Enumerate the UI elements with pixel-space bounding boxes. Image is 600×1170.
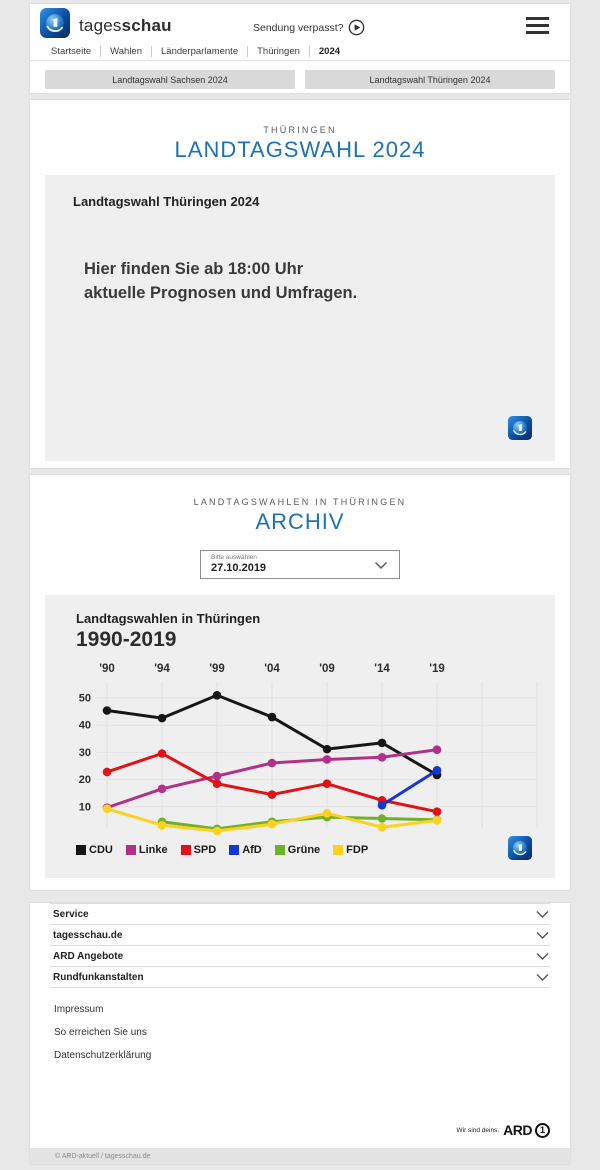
legend-item-grne: Grüne [274, 844, 320, 856]
archiv-title: ARCHIV [255, 509, 345, 534]
chart-subtitle: 1990-2019 [76, 628, 177, 651]
legend-swatch-icon [333, 845, 344, 855]
brand-wordmark[interactable]: tagesschau [79, 15, 172, 35]
legend-item-spd: SPD [180, 844, 216, 856]
play-icon[interactable] [348, 19, 365, 36]
tagesschau-watermark-icon [508, 416, 532, 445]
accordion-label: ARD Angebote [53, 950, 124, 962]
menu-icon[interactable] [526, 17, 549, 38]
breadcrumb-item-länderparlamente[interactable]: Länderparlamente [152, 45, 249, 57]
breadcrumb: Startseite Wahlen Länderparlamente Thüringe… [30, 42, 570, 61]
chevron-down-icon [536, 973, 549, 981]
ard-logo: Wir sind deins. ARD 1 [457, 1122, 550, 1138]
footer-link-impressum[interactable]: Impressum [54, 1004, 104, 1015]
accordion-label: tagesschau.de [53, 929, 123, 941]
copyright-text: © ARD-aktuell / tagesschau.de [55, 1152, 151, 1160]
date-select-value: 27.10.2019 [211, 562, 267, 574]
breadcrumb-item-thüringen[interactable]: Thüringen [248, 45, 310, 57]
archiv-kicker: LANDTAGSWAHLEN IN THÜRINGEN [193, 497, 407, 507]
svg-text:30: 30 [79, 747, 91, 759]
tagesschau-watermark-icon [508, 836, 532, 865]
legend-item-cdu: CDU [76, 844, 113, 856]
legend-swatch-icon [274, 845, 285, 855]
wahl-title: LANDTAGSWAHL 2024 [174, 137, 426, 162]
svg-text:10: 10 [79, 801, 91, 813]
footer-link-datenschutzerklärung[interactable]: Datenschutzerklärung [54, 1050, 152, 1061]
wahl-2024-section: THÜRINGEN LANDTAGSWAHL 2024 Landtagswahl… [30, 100, 570, 468]
svg-text:'14: '14 [374, 663, 390, 675]
brand-row: tagesschau Sendung verpasst? [30, 4, 570, 42]
chevron-down-icon [536, 931, 549, 939]
footer-accordion-service[interactable]: Service [50, 904, 550, 925]
chevron-down-icon [536, 952, 549, 960]
chevron-down-icon [375, 562, 387, 569]
footer-accordion-tagesschau-de[interactable]: tagesschau.de [50, 925, 550, 946]
chart-legend: CDU Linke SPD AfD Grüne FDP [76, 844, 541, 856]
legend-item-linke: Linke [125, 844, 168, 856]
chart-title: Landtagswahlen in Thüringen [76, 611, 261, 626]
wahl-kicker: THÜRINGEN [263, 125, 337, 135]
chevron-down-icon [536, 910, 549, 918]
footer: Service tagesschau.de ARD Angebote Rundfunk… [30, 903, 570, 1164]
legend-swatch-icon [125, 845, 136, 855]
election-button-thueringen[interactable]: Landtagswahl Thüringen 2024 [305, 70, 555, 89]
svg-text:50: 50 [79, 693, 91, 705]
ard-wordmark: ARD [503, 1122, 532, 1138]
breadcrumb-item-wahlen[interactable]: Wahlen [101, 45, 152, 57]
sendung-verpasst-link[interactable]: Sendung verpasst? [253, 19, 365, 36]
accordion-label: Rundfunkanstalten [53, 971, 144, 983]
accordion-label: Service [53, 908, 89, 920]
breadcrumb-item-startseite[interactable]: Startseite [42, 45, 102, 57]
svg-text:40: 40 [79, 720, 91, 732]
election-switch-row: Landtagswahl Sachsen 2024 Landtagswahl Th… [30, 61, 570, 89]
svg-text:'04: '04 [264, 663, 280, 675]
date-select[interactable]: Bitte auswählen 27.10.2019 [200, 550, 400, 579]
svg-text:'90: '90 [99, 663, 115, 675]
footer-accordion-rundfunkanstalten[interactable]: Rundfunkanstalten [50, 967, 550, 988]
svg-text:20: 20 [79, 774, 91, 786]
copyright-bar: © ARD-aktuell / tagesschau.de [30, 1148, 570, 1164]
breadcrumb-item-2024[interactable]: 2024 [318, 45, 341, 57]
election-button-sachsen[interactable]: Landtagswahl Sachsen 2024 [45, 70, 295, 89]
teaser-heading: Landtagswahl Thüringen 2024 [73, 194, 260, 209]
archiv-chart-box: Landtagswahlen in Thüringen 1990-2019 10… [45, 595, 555, 878]
legend-item-afd: AfD [229, 844, 262, 856]
ard-one-icon: 1 [535, 1122, 550, 1138]
ard-claim: Wir sind deins. [456, 1126, 500, 1134]
line-chart: 10 20 30 40 50 '90 '94 '99 '04 '09 '14 '19 [59, 656, 541, 842]
archiv-section: LANDTAGSWAHLEN IN THÜRINGEN ARCHIV Bitte… [30, 475, 570, 890]
wahl-teaser-box: Landtagswahl Thüringen 2024 Hier finden … [45, 175, 555, 461]
date-select-label: Bitte auswählen [211, 554, 257, 561]
footer-accordions: Service tagesschau.de ARD Angebote Rundfunk… [50, 903, 550, 988]
svg-text:'94: '94 [154, 663, 170, 675]
footer-accordion-ard-angebote[interactable]: ARD Angebote [50, 946, 550, 967]
teaser-message: Hier finden Sie ab 18:00 Uhr aktuelle Pr… [84, 260, 358, 302]
header: tagesschau Sendung verpasst? Startseite W… [30, 4, 570, 93]
legend-swatch-icon [180, 845, 191, 855]
svg-text:'09: '09 [319, 663, 335, 675]
tagesschau-logo-icon[interactable] [40, 8, 70, 43]
legend-item-fdp: FDP [333, 844, 368, 856]
footer-link-so-erreichen-sie-uns[interactable]: So erreichen Sie uns [54, 1027, 147, 1038]
svg-text:'19: '19 [429, 663, 445, 675]
legend-swatch-icon [76, 845, 86, 855]
sendung-verpasst-label: Sendung verpasst? [253, 21, 344, 34]
legend-swatch-icon [229, 845, 240, 855]
svg-text:'99: '99 [209, 663, 225, 675]
footer-links: Impressum So erreichen Sie uns Datenschutz… [50, 998, 550, 1067]
